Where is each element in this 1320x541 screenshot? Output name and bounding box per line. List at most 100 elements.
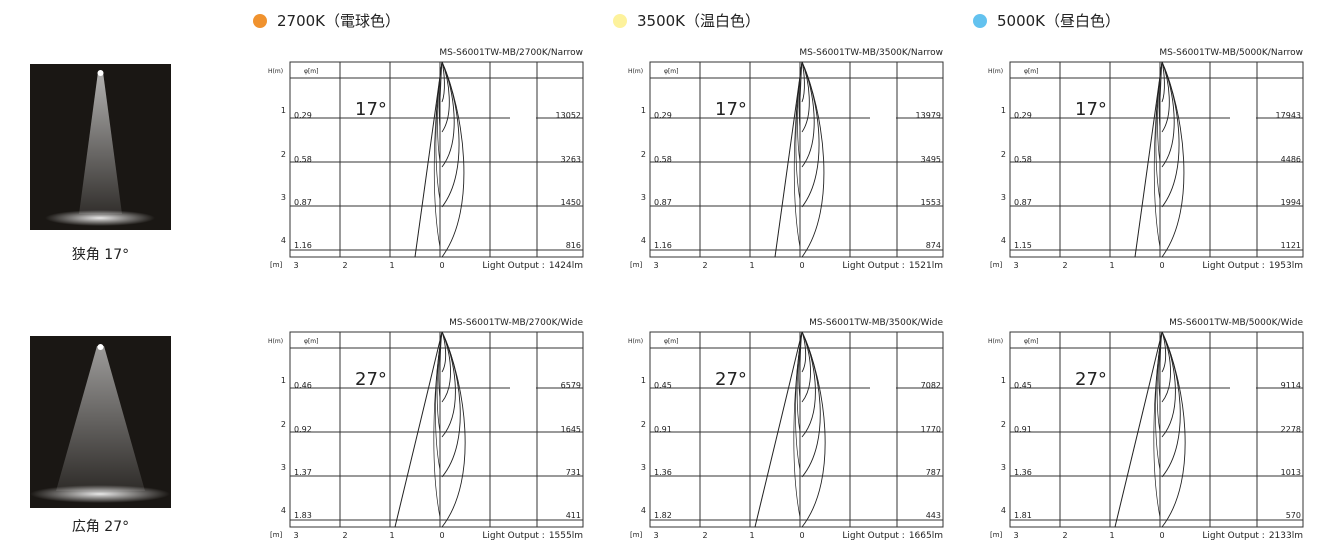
- light-output-label: Light Output :: [842, 261, 904, 271]
- illuminance-value: 3263: [561, 155, 581, 164]
- light-output-value: 1424lm: [549, 261, 583, 271]
- height-label: 1: [1001, 106, 1006, 115]
- illuminance-value: 4486: [1281, 155, 1301, 164]
- diameter-value: 0.58: [654, 155, 672, 164]
- color-dot: [973, 13, 987, 28]
- chart-title: MS-S6001TW-MB/2700K/Narrow: [439, 48, 583, 58]
- chart-title: MS-S6001TW-MB/3500K/Wide: [809, 318, 943, 328]
- diameter-value: 1.36: [654, 468, 672, 477]
- height-label: 1: [641, 376, 646, 385]
- light-output: Light Output : 1424lm: [482, 261, 583, 271]
- mask: [510, 114, 536, 120]
- beam-edge: [394, 331, 443, 528]
- light-distribution-chart: MS-S6001TW-MB/5000K/Narrow H(m) φ[m] 1 0.29 1…: [988, 48, 1304, 271]
- diameter-value: 0.58: [294, 155, 312, 164]
- beam-curve: [1153, 61, 1163, 248]
- height-label: 2: [281, 420, 286, 429]
- header-label: φ[m]: [664, 68, 678, 75]
- diameter-value: 1.82: [654, 511, 672, 520]
- x-tick-label: 3: [1013, 261, 1018, 270]
- caption: 狭角 17°: [71, 247, 130, 263]
- chart-title: MS-S6001TW-MB/5000K/Narrow: [1159, 48, 1303, 58]
- beam-curve: [801, 61, 805, 103]
- x-tick-label: 0: [1159, 261, 1164, 270]
- x-tick-label: 2: [702, 261, 707, 270]
- light-distribution-chart: MS-S6001TW-MB/3500K/Narrow H(m) φ[m] 1 0.29 1…: [628, 48, 944, 271]
- diameter-value: 1.16: [294, 241, 312, 250]
- illuminance-value: 9114: [1281, 381, 1301, 390]
- grid-frame: [289, 61, 584, 258]
- column-label: 3500K（温白色）: [637, 12, 761, 30]
- beam-photo: [30, 336, 171, 508]
- beam-edge: [774, 61, 803, 258]
- beam-edge: [1134, 61, 1163, 258]
- beam-curve: [1161, 61, 1165, 103]
- beam-curve: [441, 331, 466, 528]
- illuminance-value: 731: [566, 468, 581, 477]
- column-label: 5000K（昼白色）: [997, 12, 1121, 30]
- light-output: Light Output : 1521lm: [842, 261, 943, 271]
- light-output-value: 1521lm: [909, 261, 943, 271]
- beam-photo: [30, 64, 171, 230]
- axis-unit: [m]: [990, 531, 1003, 539]
- header-label: φ[m]: [304, 68, 318, 75]
- illuminance-value: 2278: [1281, 425, 1301, 434]
- light-output-label: Light Output :: [482, 261, 544, 271]
- illuminance-value: 1994: [1281, 198, 1301, 207]
- light-output-label: Light Output :: [1202, 531, 1264, 541]
- beam-curve: [433, 331, 443, 518]
- beam-curve: [801, 331, 826, 528]
- beam-edge: [1114, 331, 1163, 528]
- beam-curve: [1161, 331, 1186, 528]
- header-label: H(m): [988, 338, 1003, 345]
- light-output: Light Output : 1555lm: [482, 531, 583, 541]
- beam-edge: [414, 61, 443, 258]
- beam-curve: [441, 61, 445, 103]
- light-output-label: Light Output :: [842, 531, 904, 541]
- beam-curve: [1153, 331, 1163, 518]
- light-distribution-chart: MS-S6001TW-MB/5000K/Wide H(m) φ[m] 1 0.45 911…: [988, 318, 1304, 541]
- angle-label: 17°: [355, 99, 387, 120]
- x-tick-label: 1: [749, 261, 754, 270]
- height-label: 4: [281, 236, 286, 245]
- diameter-value: 1.37: [294, 468, 312, 477]
- diameter-value: 0.92: [294, 425, 312, 434]
- mask: [1230, 384, 1256, 390]
- grid-frame: [1009, 331, 1304, 528]
- mask: [870, 114, 896, 120]
- x-tick-label: 3: [293, 261, 298, 270]
- mask: [1230, 114, 1256, 120]
- diameter-value: 0.45: [1014, 381, 1032, 390]
- header-label: φ[m]: [1024, 68, 1038, 75]
- light-output-value: 1555lm: [549, 531, 583, 541]
- illuminance-value: 787: [926, 468, 941, 477]
- illuminance-value: 1553: [921, 198, 941, 207]
- header-label: H(m): [988, 68, 1003, 75]
- grid-frame: [1009, 61, 1304, 258]
- diameter-value: 1.83: [294, 511, 312, 520]
- height-label: 2: [1001, 420, 1006, 429]
- illuminance-value: 1013: [1281, 468, 1301, 477]
- diameter-value: 1.15: [1014, 241, 1032, 250]
- x-tick-label: 0: [439, 261, 444, 270]
- diameter-value: 1.81: [1014, 511, 1032, 520]
- height-label: 3: [641, 463, 646, 472]
- angle-label: 17°: [715, 99, 747, 120]
- diameter-value: 0.46: [294, 381, 312, 390]
- beam-curve: [1161, 331, 1181, 478]
- height-label: 1: [281, 106, 286, 115]
- diameter-value: 0.29: [294, 111, 312, 120]
- column-header: 3500K（温白色）: [613, 10, 760, 31]
- illuminance-value: 17943: [1276, 111, 1301, 120]
- diameter-value: 0.87: [1014, 198, 1032, 207]
- x-tick-label: 0: [799, 261, 804, 270]
- diameter-value: 0.87: [654, 198, 672, 207]
- height-label: 4: [641, 236, 646, 245]
- illuminance-value: 7082: [921, 381, 941, 390]
- beam-curve: [801, 331, 821, 478]
- header-label: φ[m]: [664, 338, 678, 345]
- axis-unit: [m]: [990, 261, 1003, 269]
- height-label: 4: [1001, 506, 1006, 515]
- x-tick-label: 2: [1062, 261, 1067, 270]
